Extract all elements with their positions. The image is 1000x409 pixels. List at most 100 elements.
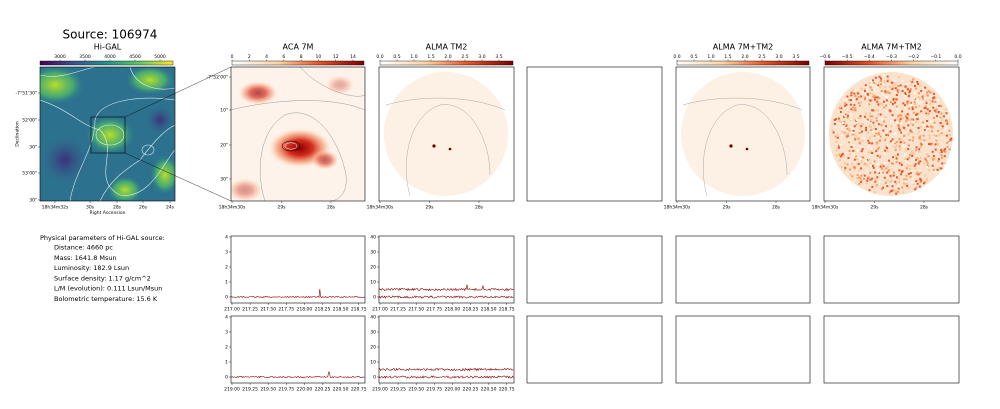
speckle	[916, 182, 919, 185]
speckle	[907, 187, 910, 190]
x-tick-label: 28s	[772, 205, 781, 211]
speckle	[924, 157, 927, 160]
speckle	[875, 83, 878, 86]
speckle	[909, 101, 912, 104]
speckle	[920, 143, 923, 146]
speckle	[898, 116, 901, 119]
speckle	[933, 96, 936, 99]
speckle	[855, 98, 858, 101]
speckle	[938, 117, 941, 120]
speckle	[857, 176, 860, 179]
speckle	[869, 99, 872, 102]
speckle	[848, 141, 851, 144]
speckle	[887, 169, 890, 172]
speckle	[948, 148, 951, 151]
speckle	[877, 170, 880, 173]
speckle	[897, 91, 900, 94]
speckle	[860, 101, 863, 104]
speckle	[876, 148, 879, 151]
residual-image	[829, 72, 953, 196]
speckle	[894, 101, 897, 104]
speckle	[892, 174, 895, 177]
speckle	[843, 115, 846, 118]
speckle	[935, 134, 938, 137]
x-tick-label: 217.75	[426, 307, 442, 313]
y-tick-label: 4	[225, 235, 228, 241]
speckle	[911, 177, 914, 180]
speckle	[879, 135, 882, 138]
speckle	[904, 144, 907, 147]
speckle	[840, 130, 843, 133]
y-tick-label: 30"	[29, 145, 37, 151]
speckle	[845, 124, 848, 127]
speckle	[883, 120, 886, 123]
y-axis-label: Declination	[15, 121, 21, 147]
speckle	[871, 93, 874, 96]
speckle	[911, 80, 914, 83]
speckle	[946, 115, 949, 118]
speckle	[884, 90, 887, 93]
speckle	[871, 161, 874, 164]
speckle	[863, 137, 866, 140]
speckle	[834, 135, 837, 138]
speckle	[861, 139, 864, 142]
speckle	[930, 101, 933, 104]
y-tick-label: 20	[370, 345, 376, 351]
speckle	[894, 144, 897, 147]
speckle	[859, 114, 862, 117]
spectrum-trace	[378, 367, 514, 372]
x-tick-label: 220.75	[351, 387, 367, 393]
speckle	[861, 90, 864, 93]
speckle	[908, 107, 911, 110]
speckle	[898, 145, 901, 148]
speckle	[853, 154, 856, 157]
speckle	[871, 142, 874, 145]
empty-panel	[675, 315, 811, 384]
speckle	[897, 190, 900, 193]
speckle	[909, 88, 912, 91]
speckle	[891, 103, 894, 106]
speckle	[898, 138, 901, 141]
speckle	[840, 165, 843, 168]
speckle	[852, 106, 855, 109]
speckle	[843, 120, 846, 123]
speckle	[914, 158, 917, 161]
speckle	[931, 150, 934, 153]
speckle	[920, 145, 923, 148]
x-tick-label: 219.75	[426, 387, 442, 393]
speckle	[907, 172, 910, 175]
speckle	[945, 112, 948, 115]
speckle	[888, 85, 891, 88]
speckle	[877, 113, 880, 116]
alma-tm2-image	[384, 72, 508, 197]
speckle	[946, 113, 949, 116]
speckle	[915, 180, 918, 183]
colorbar	[39, 60, 174, 66]
colorbar-tick-label: 12	[333, 54, 339, 60]
speckle	[863, 95, 866, 98]
speckle	[863, 98, 866, 101]
speckle	[891, 114, 894, 117]
speckle	[875, 141, 878, 144]
speckle	[883, 86, 886, 89]
colorbar-tick-label: 3.0	[775, 54, 782, 60]
speckle	[898, 178, 901, 181]
speckle	[866, 93, 869, 96]
speckle	[918, 185, 921, 188]
speckle	[850, 131, 853, 134]
y-tick-label: 3	[225, 250, 228, 256]
speckle	[899, 117, 902, 120]
speckle	[922, 134, 925, 137]
speckle	[849, 173, 852, 176]
speckle	[921, 141, 924, 144]
speckle	[884, 95, 887, 98]
speckle	[841, 152, 844, 155]
x-tick-label: 217.50	[260, 307, 276, 313]
speckle	[904, 85, 907, 88]
speckle	[887, 132, 890, 135]
speckle	[916, 157, 919, 160]
empty-panel	[675, 235, 811, 304]
speckle	[839, 110, 842, 113]
speckle	[886, 144, 889, 147]
x-tick-label: 217.75	[278, 307, 294, 313]
